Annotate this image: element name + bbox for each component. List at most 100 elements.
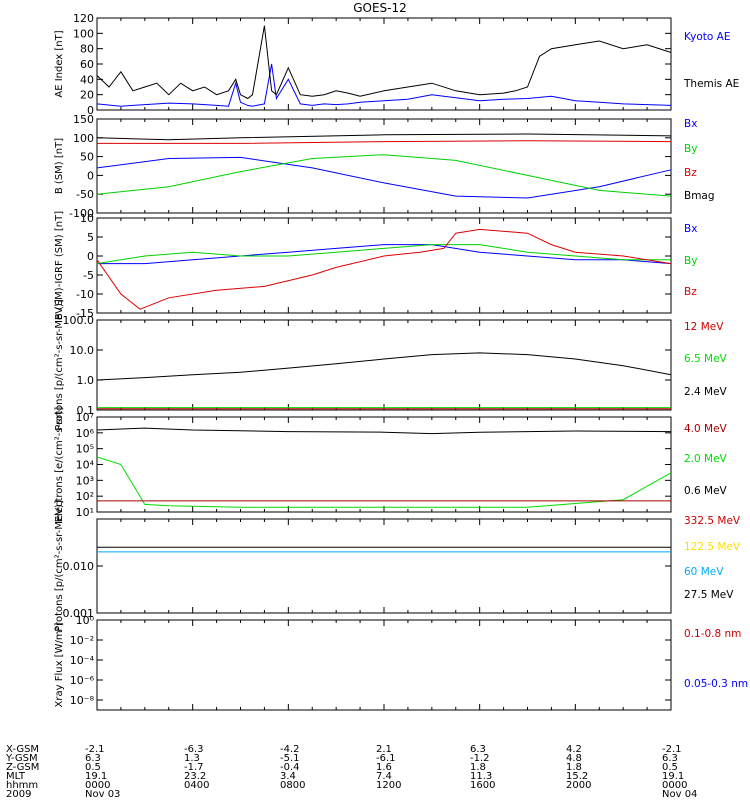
orbit-value: 0800 xyxy=(280,780,306,791)
series-bmag xyxy=(96,133,672,141)
y-axis-label: Xray Flux [W/m²] xyxy=(54,622,65,707)
orbit-value: 0400 xyxy=(184,780,210,791)
orbit-value: 4.8 xyxy=(566,753,582,764)
y-tick-label: -50 xyxy=(76,188,94,201)
y-tick-label: 0.1 xyxy=(77,404,95,417)
y-tick-label: 10⁶ xyxy=(76,427,95,440)
orbit-value: 6.3 xyxy=(662,753,678,764)
y-tick-label: 100 xyxy=(73,132,94,145)
orbit-value: 1600 xyxy=(470,780,496,791)
orbit-value: 11.3 xyxy=(470,771,493,782)
legend-entry: 122.5 MeV xyxy=(684,541,741,553)
series-bx xyxy=(97,244,672,265)
legend-entry: By xyxy=(684,255,697,267)
y-tick-label: 50 xyxy=(80,151,94,164)
chart-title: GOES-12 xyxy=(353,1,407,15)
legend-entry: 60 MeV xyxy=(684,566,724,578)
series-by xyxy=(96,154,672,197)
orbit-value: 19.1 xyxy=(662,771,685,782)
y-tick-label: 20 xyxy=(80,89,94,102)
orbit-value: 1.6 xyxy=(376,762,392,773)
y-tick-label: 120 xyxy=(73,12,94,25)
series-2-0-mev xyxy=(96,456,672,508)
legend-entry: Themis AE xyxy=(683,78,739,90)
orbit-value: -1.2 xyxy=(470,753,490,764)
orbit-value: 7.4 xyxy=(376,771,392,782)
orbit-value: Nov 04 xyxy=(662,789,698,800)
series-by xyxy=(96,244,671,265)
y-tick-label: 0.010 xyxy=(63,560,95,573)
y-tick-label: 40 xyxy=(80,73,94,86)
orbit-row: Z-GSM 0.5 -1.7 -0.4 1.6 1.8 1.8 0.5 xyxy=(0,762,750,773)
orbit-value: 0.5 xyxy=(85,762,101,773)
y-axis-label: Protons [p/(cm²-s-sr-MeV)] xyxy=(54,500,65,632)
panel-frame xyxy=(96,118,672,214)
orbit-value: -0.4 xyxy=(280,762,300,773)
legend-entry: Bz xyxy=(684,167,697,179)
legend-entry: 0.1-0.8 nm xyxy=(684,628,741,640)
y-tick-label: 5 xyxy=(87,231,94,244)
y-tick-label: 0 xyxy=(87,169,94,182)
y-tick-label: 10.0 xyxy=(70,344,95,357)
legend-entry: 27.5 MeV xyxy=(684,589,734,601)
y-tick-label: 10⁴ xyxy=(76,459,95,472)
y-tick-label: 150 xyxy=(73,113,94,126)
y-tick-label: 0.001 xyxy=(63,607,95,620)
panel-ae_index: 0 20 40 60 80 100 120 AE Index [nT] Kyoto AE Them… xyxy=(54,12,739,117)
y-tick-label: 10⁵ xyxy=(76,443,94,456)
orbit-row-label: MLT xyxy=(6,771,25,782)
orbit-value: 2.1 xyxy=(376,744,392,755)
legend-entry: 332.5 MeV xyxy=(684,515,741,527)
legend-entry: 12 MeV xyxy=(684,321,724,333)
panel-xray: 10⁻⁸ 10⁻⁶ 10⁻⁴ 10⁻² 10⁰ Xray Flux [W/m²] 0.1-0… xyxy=(54,614,748,711)
series-kyoto-ae xyxy=(96,63,672,107)
orbit-value: 3.4 xyxy=(280,771,296,782)
y-axis-label: Electrons [e/(cm²-s-sr)] xyxy=(54,407,65,523)
legend-entry: 4.0 MeV xyxy=(684,423,728,435)
orbit-value: 4.2 xyxy=(566,744,582,755)
y-tick-label: 10⁻² xyxy=(70,634,94,647)
panel-frame xyxy=(96,619,672,711)
y-tick-label: 80 xyxy=(80,43,94,56)
y-axis-label: B (SM)-IGRF (SM) [nT] xyxy=(54,211,65,320)
orbit-value: 0.5 xyxy=(662,762,678,773)
legend-entry: Bz xyxy=(684,286,697,298)
legend-entry: 0.6 MeV xyxy=(684,485,728,497)
orbit-value: 19.1 xyxy=(85,771,108,782)
orbit-value: 0000 xyxy=(85,780,111,791)
orbit-value: 15.2 xyxy=(566,771,589,782)
y-tick-label: 10 xyxy=(80,212,94,225)
orbit-row-label: hhmm xyxy=(6,780,39,791)
orbit-value: 1.3 xyxy=(184,753,200,764)
orbit-value: 6.3 xyxy=(470,744,486,755)
y-tick-label: 10⁰ xyxy=(76,614,95,627)
legend-entry: Bx xyxy=(684,223,697,235)
orbit-value: -6.3 xyxy=(184,744,204,755)
legend-entry: 6.5 MeV xyxy=(684,353,728,365)
y-tick-label: 10⁻⁶ xyxy=(70,674,95,687)
y-tick-label: 0 xyxy=(87,104,94,117)
y-tick-label: 60 xyxy=(80,58,94,71)
series-2-4-mev xyxy=(96,352,672,381)
y-tick-label: 1.0 xyxy=(77,374,95,387)
y-tick-label: -100 xyxy=(69,207,94,220)
orbit-value: 1.8 xyxy=(470,762,486,773)
y-tick-label: 100 xyxy=(73,27,94,40)
panel-b_minus_igrf: -15 -10 -5 0 5 10 B (SM)-IGRF (SM) [nT] Bx By Bz xyxy=(54,211,697,320)
legend-entry: Bx xyxy=(684,118,697,130)
legend-entry: Bmag xyxy=(684,190,715,202)
orbit-value: -4.2 xyxy=(280,744,300,755)
legend-entry: Kyoto AE xyxy=(684,31,730,43)
panel-frame xyxy=(96,319,672,411)
orbit-row-label: X-GSM xyxy=(6,744,40,755)
y-axis-label: Protons [p/(cm²-s-sr-MeV)] xyxy=(54,299,65,431)
orbit-value: -5.1 xyxy=(280,753,300,764)
y-tick-label: 10¹ xyxy=(76,506,94,519)
orbit-value: Nov 03 xyxy=(85,789,121,800)
orbit-row: 2009 Nov 03 Nov 04 xyxy=(0,789,750,800)
orbit-value: 23.2 xyxy=(184,771,207,782)
legend-entry: 2.4 MeV xyxy=(684,386,728,398)
y-tick-label: 10³ xyxy=(76,474,94,487)
